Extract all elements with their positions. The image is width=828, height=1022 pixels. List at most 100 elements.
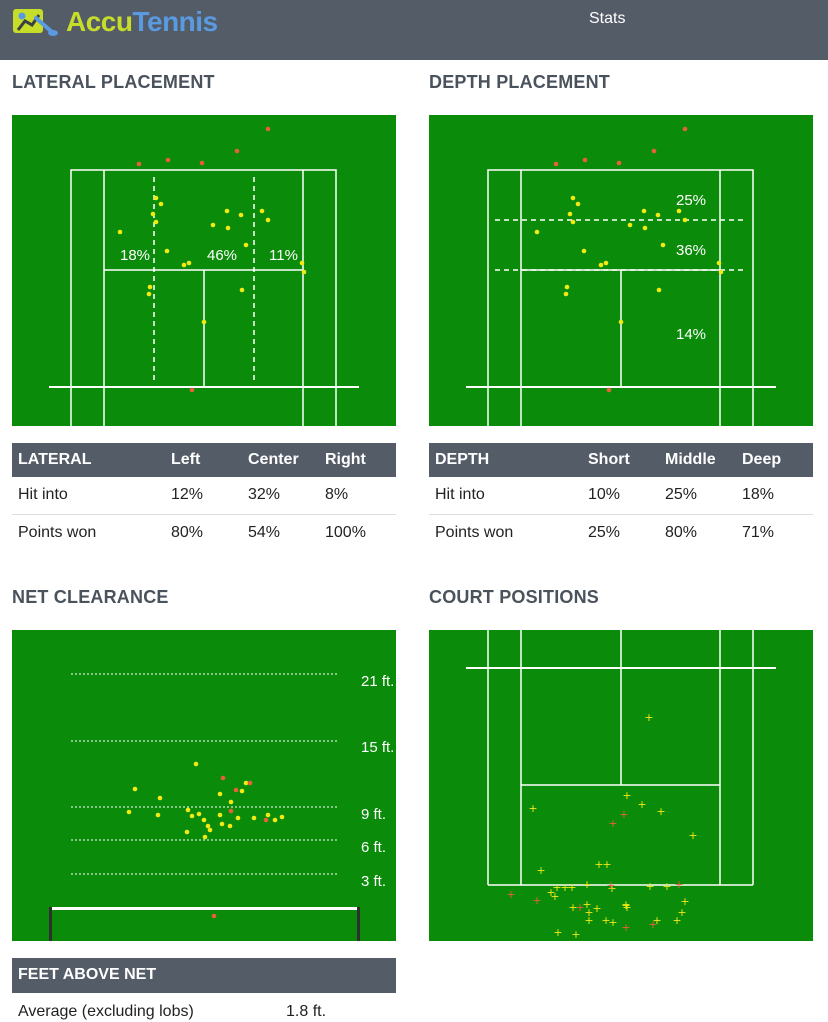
feet-average-value: 1.8 ft. xyxy=(286,1003,327,1020)
app-logo[interactable]: AccuTennis xyxy=(12,4,218,40)
lateral-stats-table: LATERAL Left Center Right Hit into 12% 3… xyxy=(12,443,396,551)
lateral-court-graphic: 18% 46% 11% xyxy=(49,126,359,426)
ball-marker xyxy=(616,160,622,166)
ball-marker xyxy=(655,212,661,218)
position-marker: + xyxy=(552,881,561,894)
ball-marker xyxy=(238,212,244,218)
ball-marker xyxy=(263,817,269,823)
table-cell: 12% xyxy=(165,477,242,515)
ball-marker xyxy=(598,262,604,268)
table-cell: Points won xyxy=(18,523,97,541)
position-marker: + xyxy=(560,881,569,894)
ball-marker xyxy=(164,248,170,254)
position-marker: + xyxy=(637,798,646,811)
ball-marker xyxy=(553,161,559,167)
ball-marker xyxy=(651,148,657,154)
feet-average-label: Average (excluding lobs) xyxy=(18,1003,194,1020)
position-marker: + xyxy=(575,901,584,914)
ball-marker xyxy=(227,823,233,829)
ball-marker xyxy=(603,260,609,266)
ball-marker xyxy=(239,788,245,794)
position-marker: + xyxy=(584,906,593,919)
ball-marker xyxy=(211,913,217,919)
table-cell: Hit into xyxy=(429,477,582,515)
ball-marker xyxy=(165,157,171,163)
court-positions-title: COURT POSITIONS xyxy=(429,587,600,607)
lateral-placement-title: LATERAL PLACEMENT xyxy=(12,72,215,92)
ball-marker xyxy=(660,242,666,248)
ball-marker xyxy=(301,269,307,275)
net-clearance-graphic: 21 ft. 15 ft. 9 ft. 6 ft. 3 ft. xyxy=(49,673,394,941)
position-marker: + xyxy=(621,921,630,934)
table-cell: 54% xyxy=(248,523,281,541)
table-cell: Hit into xyxy=(12,477,165,515)
position-marker: + xyxy=(644,711,653,724)
lateral-zone-left-pct: 18% xyxy=(120,247,150,264)
position-marker: + xyxy=(594,858,603,871)
ball-marker xyxy=(641,208,647,214)
ball-marker xyxy=(201,319,207,325)
lateral-zone-right-pct: 11% xyxy=(269,247,298,264)
ball-marker xyxy=(224,208,230,214)
ball-marker xyxy=(181,262,187,268)
ball-marker xyxy=(642,225,648,231)
logo-text-tennis: Tennis xyxy=(132,6,218,37)
table-row: Hit into 10% 25% 18% xyxy=(429,477,813,515)
table-cell: 80% xyxy=(171,523,204,541)
ball-marker xyxy=(233,787,239,793)
ball-marker xyxy=(196,811,202,817)
table-cell: 25% xyxy=(588,523,621,541)
net-clearance-title: NET CLEARANCE xyxy=(12,587,169,607)
ball-marker xyxy=(217,812,223,818)
ball-marker xyxy=(234,148,240,154)
position-marker: + xyxy=(571,928,580,941)
table-header-cell: LATERAL xyxy=(12,443,165,477)
ball-marker xyxy=(570,195,576,201)
ball-marker xyxy=(117,229,123,235)
ball-marker xyxy=(220,775,226,781)
clearance-label-21: 21 ft. xyxy=(361,673,394,690)
table-row: Points won 80% 54% 100% xyxy=(12,514,396,551)
position-marker: + xyxy=(601,914,610,927)
ball-marker xyxy=(606,387,612,393)
table-cell: 100% xyxy=(325,523,366,541)
position-marker: + xyxy=(607,882,616,895)
position-marker: + xyxy=(677,906,686,919)
ball-marker xyxy=(132,786,138,792)
table-cell: 10% xyxy=(582,477,659,515)
table-header-cell: Right xyxy=(319,443,396,477)
ball-marker xyxy=(567,211,573,217)
table-row: Points won 25% 80% 71% xyxy=(429,514,813,551)
ball-marker xyxy=(279,814,285,820)
ball-marker xyxy=(153,195,159,201)
ball-marker xyxy=(147,284,153,290)
ball-marker xyxy=(239,287,245,293)
table-header-row: DEPTH Short Middle Deep xyxy=(429,443,813,477)
ball-marker xyxy=(235,815,241,821)
ball-marker xyxy=(219,821,225,827)
position-marker: + xyxy=(608,817,617,830)
ball-marker xyxy=(251,815,257,821)
ball-marker xyxy=(199,160,205,166)
court-positions-graphic: +++++++ ++++++ + + + ++++ +++ +++ ++++ +++++++ +++… xyxy=(466,630,776,941)
ball-marker xyxy=(243,242,249,248)
ball-marker xyxy=(299,260,305,266)
position-marker: + xyxy=(672,914,681,927)
table-cell: 8% xyxy=(319,477,396,515)
court-positions-court: + + + + + + + + + + + + + + + + + + + + + + + + + + + + + + + + + + + + + + + +… xyxy=(429,630,813,941)
position-marker: + xyxy=(532,894,541,907)
position-marker: + xyxy=(606,879,615,892)
position-marker: + xyxy=(648,918,657,931)
table-header-cell: Short xyxy=(582,443,659,477)
table-cell: 71% xyxy=(742,523,775,541)
ball-marker xyxy=(676,208,682,214)
ball-marker xyxy=(228,799,234,805)
position-marker: + xyxy=(506,888,515,901)
ball-marker xyxy=(718,269,724,275)
table-header-cell: Center xyxy=(242,443,319,477)
position-marker: + xyxy=(662,880,671,893)
lateral-placement-court: 18% 46% 11% xyxy=(12,115,396,426)
position-marker: + xyxy=(621,899,630,912)
ball-marker xyxy=(265,126,271,132)
ball-marker xyxy=(534,229,540,235)
